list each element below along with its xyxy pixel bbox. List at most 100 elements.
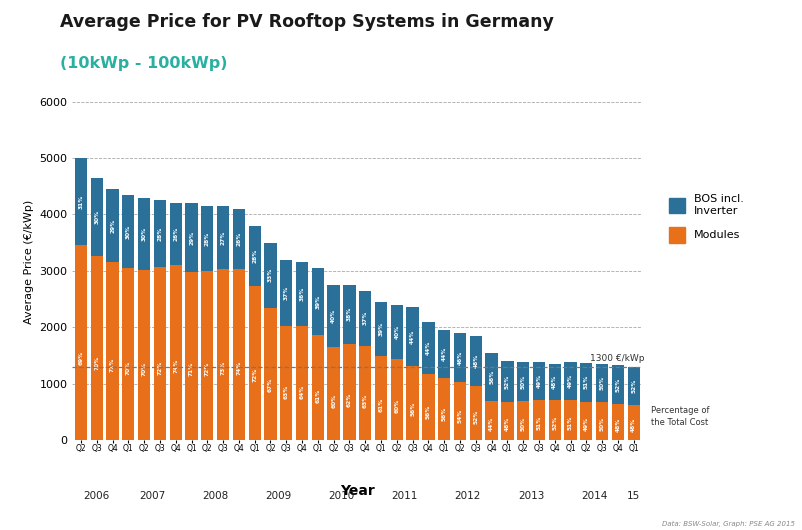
- Bar: [122, 268, 134, 440]
- Bar: [342, 285, 355, 344]
- Text: 2007: 2007: [139, 491, 165, 501]
- Text: 72%: 72%: [157, 360, 162, 375]
- Text: 2014: 2014: [581, 491, 606, 501]
- Text: 36%: 36%: [299, 287, 304, 302]
- Text: 69%: 69%: [79, 351, 83, 365]
- Bar: [295, 326, 308, 440]
- Bar: [342, 344, 355, 440]
- Text: 30%: 30%: [94, 210, 99, 224]
- Text: 46%: 46%: [457, 350, 462, 365]
- Bar: [248, 226, 261, 286]
- Text: 73%: 73%: [221, 361, 225, 375]
- Text: 39%: 39%: [378, 322, 383, 336]
- Text: 2006: 2006: [83, 491, 110, 501]
- Bar: [264, 243, 276, 308]
- Text: 26%: 26%: [236, 232, 241, 246]
- Bar: [406, 366, 419, 440]
- Bar: [453, 382, 466, 440]
- Text: 28%: 28%: [252, 249, 257, 263]
- Bar: [422, 322, 434, 374]
- Bar: [311, 335, 324, 440]
- Bar: [627, 367, 639, 405]
- Text: 49%: 49%: [567, 374, 573, 388]
- Text: 56%: 56%: [441, 407, 446, 421]
- Bar: [453, 333, 466, 382]
- Bar: [358, 290, 371, 346]
- Text: 62%: 62%: [346, 392, 351, 407]
- Text: 50%: 50%: [599, 376, 604, 390]
- Text: 50%: 50%: [599, 417, 604, 431]
- Bar: [358, 346, 371, 440]
- Text: 52%: 52%: [630, 378, 635, 393]
- Text: 64%: 64%: [299, 385, 304, 399]
- Text: Data: BSW-Solar, Graph: PSE AG 2015: Data: BSW-Solar, Graph: PSE AG 2015: [661, 521, 794, 527]
- Bar: [375, 356, 387, 440]
- Text: 44%: 44%: [441, 347, 446, 361]
- Text: 48%: 48%: [630, 418, 635, 432]
- Text: 26%: 26%: [173, 227, 178, 241]
- Text: 51%: 51%: [567, 416, 573, 430]
- Text: 71%: 71%: [110, 358, 115, 372]
- Text: 56%: 56%: [410, 402, 415, 416]
- Bar: [611, 404, 623, 440]
- Bar: [217, 269, 229, 440]
- Text: 15: 15: [626, 491, 639, 501]
- Text: 2010: 2010: [328, 491, 354, 501]
- Text: 48%: 48%: [614, 418, 620, 432]
- Bar: [627, 405, 639, 440]
- Text: 71%: 71%: [188, 362, 194, 376]
- Text: 2008: 2008: [202, 491, 228, 501]
- Text: 67%: 67%: [268, 377, 273, 392]
- Text: 1300 €/kWp: 1300 €/kWp: [589, 354, 644, 363]
- Text: 33%: 33%: [268, 268, 273, 282]
- Text: 54%: 54%: [457, 409, 462, 423]
- Bar: [280, 326, 292, 440]
- Text: 72%: 72%: [205, 362, 209, 376]
- Text: 52%: 52%: [472, 410, 478, 424]
- Bar: [248, 286, 261, 440]
- Bar: [533, 362, 545, 400]
- Bar: [469, 386, 481, 440]
- Text: 56%: 56%: [488, 370, 493, 384]
- Bar: [438, 378, 450, 440]
- Text: 70%: 70%: [94, 356, 99, 370]
- Bar: [500, 361, 513, 402]
- Bar: [169, 264, 181, 440]
- Bar: [185, 272, 197, 440]
- Text: 2011: 2011: [391, 491, 417, 501]
- Text: 49%: 49%: [536, 374, 541, 388]
- Text: 31%: 31%: [79, 195, 83, 209]
- Bar: [169, 203, 181, 264]
- Text: Percentage of
the Total Cost: Percentage of the Total Cost: [650, 406, 709, 427]
- Bar: [217, 206, 229, 269]
- Bar: [233, 209, 245, 269]
- Text: 51%: 51%: [536, 416, 541, 430]
- Bar: [390, 305, 403, 359]
- Bar: [548, 364, 561, 400]
- Text: 44%: 44%: [425, 340, 431, 355]
- Bar: [485, 401, 497, 440]
- Text: 40%: 40%: [330, 309, 336, 323]
- Text: 70%: 70%: [126, 361, 131, 375]
- Text: 28%: 28%: [157, 227, 162, 241]
- Text: 2009: 2009: [265, 491, 291, 501]
- Bar: [200, 206, 213, 271]
- Text: 52%: 52%: [504, 374, 509, 388]
- Bar: [595, 364, 608, 402]
- Text: 60%: 60%: [330, 394, 336, 408]
- Bar: [280, 260, 292, 326]
- Bar: [311, 268, 324, 335]
- Bar: [611, 366, 623, 404]
- Text: Average Price for PV Rooftop Systems in Germany: Average Price for PV Rooftop Systems in …: [60, 13, 553, 31]
- Text: 27%: 27%: [221, 231, 225, 245]
- Text: 44%: 44%: [410, 330, 415, 344]
- Bar: [390, 359, 403, 440]
- Text: 61%: 61%: [378, 398, 383, 412]
- Text: 51%: 51%: [583, 375, 588, 390]
- Bar: [138, 270, 150, 440]
- Text: 29%: 29%: [188, 231, 194, 244]
- Bar: [138, 198, 150, 270]
- Text: 39%: 39%: [315, 295, 320, 308]
- Text: 74%: 74%: [173, 359, 178, 374]
- Bar: [595, 402, 608, 440]
